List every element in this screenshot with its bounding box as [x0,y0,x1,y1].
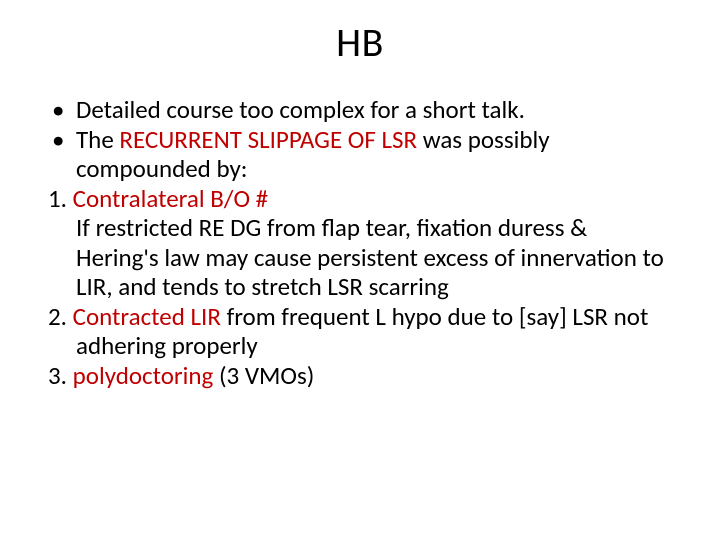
numbered-item: 2. Contracted LIR from frequent L hypo d… [48,302,672,361]
slide-title: HB [48,18,672,67]
item-number: 3. [48,360,67,391]
numbered-item: 3. polydoctoring (3 VMOs) [48,361,672,391]
item-emph: polydoctoring [73,360,214,391]
item-rest: (3 VMOs) [219,360,314,391]
item-rest: If restricted RE DG from flap tear, fixa… [76,212,664,302]
bullet-list: Detailed course too complex for a short … [48,95,672,184]
bullet-text-emph: RECURRENT SLIPPAGE OF LSR [119,124,417,155]
bullet-item: The RECURRENT SLIPPAGE OF LSR was possib… [48,125,672,184]
slide-body: Detailed course too complex for a short … [48,95,672,390]
bullet-text: Detailed course too complex for a short … [76,94,525,125]
numbered-list: 1. Contralateral B/O # If restricted RE … [48,184,672,391]
bullet-item: Detailed course too complex for a short … [48,95,672,125]
slide: HB Detailed course too complex for a sho… [0,0,720,540]
numbered-item: 1. Contralateral B/O # If restricted RE … [48,184,672,302]
item-number: 1. [48,183,67,214]
bullet-text-pre: The [76,124,119,155]
item-emph: Contralateral B/O # [73,183,268,214]
item-number: 2. [48,301,67,332]
item-emph: Contracted LIR [73,301,221,332]
